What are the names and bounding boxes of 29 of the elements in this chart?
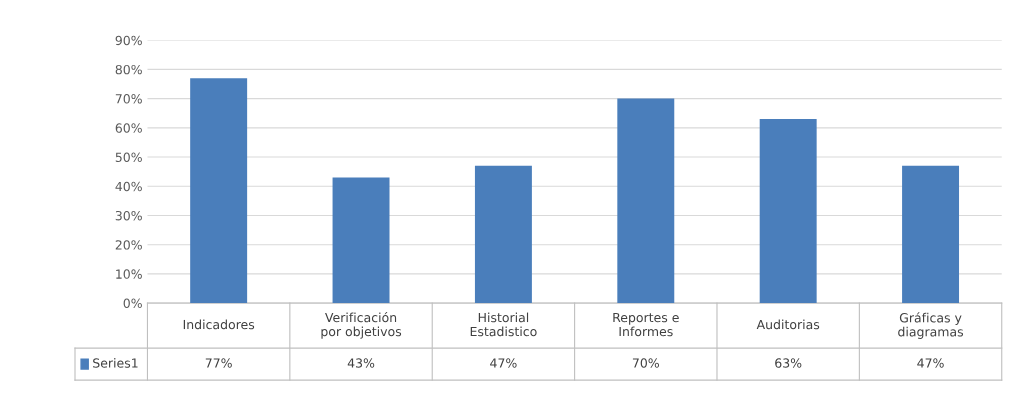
x-tick-label: Verificación por objetivos (321, 312, 402, 339)
text: 47% (490, 358, 517, 368)
x-tick-label: Gráficas y diagramas (898, 312, 964, 339)
legend-label: Series1 (93, 358, 138, 368)
y-tick-label: 50% (115, 152, 142, 162)
x-tick-label: Reportes e Informes (613, 312, 679, 337)
text: 43% (347, 358, 375, 368)
y-tick-label: 90% (115, 35, 142, 46)
bar (759, 119, 817, 304)
x-tick-label: Indicadores (183, 319, 255, 330)
bar (474, 165, 532, 304)
bar (190, 78, 248, 304)
y-tick-label: 10% (116, 269, 142, 279)
text: 77% (205, 358, 232, 368)
y-tick-label: 60% (115, 123, 142, 133)
y-tick-label: 20% (115, 240, 142, 250)
text: 47% (917, 358, 944, 368)
text: 63% (775, 358, 802, 368)
y-tick-label: 70% (115, 94, 142, 104)
x-tick-label: Auditorias (756, 319, 820, 330)
text: 70% (632, 358, 659, 368)
bar (332, 177, 390, 304)
y-tick-label: 30% (115, 210, 142, 221)
bar (902, 165, 960, 304)
y-tick-label: 40% (115, 181, 142, 192)
y-tick-label: 0% (123, 298, 142, 309)
bar (617, 98, 675, 304)
x-tick-label: Historial Estadistico (470, 312, 537, 337)
y-tick-label: 80% (115, 64, 142, 75)
